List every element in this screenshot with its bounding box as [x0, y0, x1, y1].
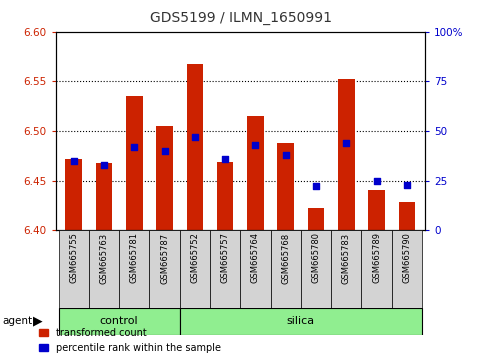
Text: GSM665763: GSM665763 [99, 233, 109, 284]
FancyBboxPatch shape [210, 230, 241, 308]
Point [312, 184, 320, 189]
Text: GSM665789: GSM665789 [372, 233, 381, 284]
FancyBboxPatch shape [119, 230, 149, 308]
Text: GSM665768: GSM665768 [281, 233, 290, 284]
Text: GSM665781: GSM665781 [130, 233, 139, 284]
FancyBboxPatch shape [361, 230, 392, 308]
FancyBboxPatch shape [180, 230, 210, 308]
Point [282, 152, 290, 158]
Bar [217, 162, 233, 230]
Point [70, 158, 78, 164]
Bar [338, 79, 355, 230]
FancyBboxPatch shape [241, 230, 270, 308]
Text: GSM665790: GSM665790 [402, 233, 412, 283]
Bar [277, 143, 294, 230]
Text: agent: agent [2, 316, 32, 326]
FancyBboxPatch shape [58, 308, 180, 335]
Bar [186, 64, 203, 230]
Bar [368, 190, 385, 230]
Legend: transformed count, percentile rank within the sample: transformed count, percentile rank withi… [39, 328, 221, 353]
Point [403, 182, 411, 187]
FancyBboxPatch shape [89, 230, 119, 308]
Bar [126, 96, 142, 230]
FancyBboxPatch shape [301, 230, 331, 308]
Point [130, 144, 138, 150]
Text: GSM665757: GSM665757 [221, 233, 229, 284]
Text: control: control [100, 316, 139, 326]
Bar [65, 159, 82, 230]
Point [342, 140, 350, 146]
Point [373, 178, 381, 183]
Text: GSM665787: GSM665787 [160, 233, 169, 284]
Point [161, 148, 169, 154]
FancyBboxPatch shape [270, 230, 301, 308]
FancyBboxPatch shape [180, 308, 422, 335]
Text: GSM665755: GSM665755 [69, 233, 78, 283]
Text: silica: silica [287, 316, 315, 326]
Bar [308, 208, 325, 230]
Point [221, 156, 229, 161]
FancyBboxPatch shape [392, 230, 422, 308]
Bar [247, 116, 264, 230]
Point [100, 162, 108, 167]
FancyBboxPatch shape [149, 230, 180, 308]
FancyBboxPatch shape [331, 230, 361, 308]
Text: GDS5199 / ILMN_1650991: GDS5199 / ILMN_1650991 [151, 11, 332, 25]
Bar [96, 163, 113, 230]
Text: GSM665780: GSM665780 [312, 233, 321, 284]
Bar [156, 126, 173, 230]
Point [191, 134, 199, 140]
Bar [398, 202, 415, 230]
Text: ▶: ▶ [33, 315, 43, 328]
Point [252, 142, 259, 148]
Text: GSM665764: GSM665764 [251, 233, 260, 284]
Text: GSM665783: GSM665783 [342, 233, 351, 284]
Text: GSM665752: GSM665752 [190, 233, 199, 283]
FancyBboxPatch shape [58, 230, 89, 308]
